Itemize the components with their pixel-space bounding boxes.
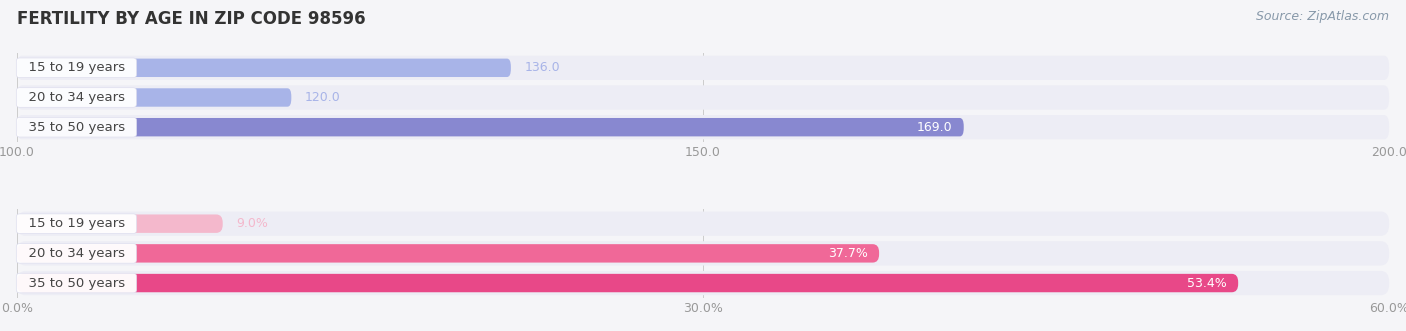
Text: 35 to 50 years: 35 to 50 years [20, 277, 134, 290]
Text: 169.0: 169.0 [917, 121, 953, 134]
FancyBboxPatch shape [17, 212, 1389, 236]
Text: FERTILITY BY AGE IN ZIP CODE 98596: FERTILITY BY AGE IN ZIP CODE 98596 [17, 10, 366, 28]
FancyBboxPatch shape [17, 59, 510, 77]
Text: 120.0: 120.0 [305, 91, 340, 104]
Text: 37.7%: 37.7% [828, 247, 868, 260]
FancyBboxPatch shape [17, 241, 1389, 265]
FancyBboxPatch shape [17, 214, 222, 233]
FancyBboxPatch shape [17, 115, 1389, 139]
FancyBboxPatch shape [17, 244, 879, 262]
Text: 9.0%: 9.0% [236, 217, 269, 230]
Text: Source: ZipAtlas.com: Source: ZipAtlas.com [1256, 10, 1389, 23]
Text: 35 to 50 years: 35 to 50 years [20, 121, 134, 134]
Text: 20 to 34 years: 20 to 34 years [20, 91, 134, 104]
FancyBboxPatch shape [17, 274, 1239, 292]
Text: 20 to 34 years: 20 to 34 years [20, 247, 134, 260]
Text: 15 to 19 years: 15 to 19 years [20, 217, 134, 230]
FancyBboxPatch shape [17, 271, 1389, 295]
FancyBboxPatch shape [17, 118, 963, 136]
FancyBboxPatch shape [17, 88, 291, 107]
Text: 15 to 19 years: 15 to 19 years [20, 61, 134, 74]
Text: 53.4%: 53.4% [1188, 277, 1227, 290]
Text: 136.0: 136.0 [524, 61, 560, 74]
FancyBboxPatch shape [17, 85, 1389, 110]
FancyBboxPatch shape [17, 56, 1389, 80]
